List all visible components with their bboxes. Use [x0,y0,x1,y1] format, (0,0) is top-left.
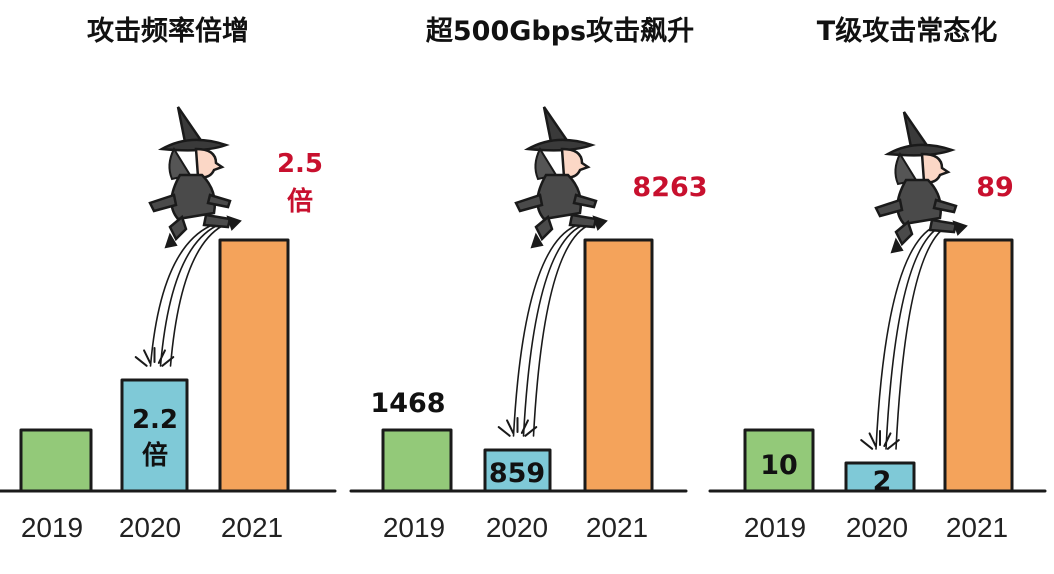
bar-2021 [943,238,1014,493]
tick-label-2020: 2020 [486,512,548,543]
jump-trail [885,225,942,450]
tick-label-2021: 2021 [946,512,1008,543]
jump-trail [532,225,588,437]
jump-trail [522,225,582,437]
data-label-2019: 10 [760,450,798,481]
bar-2020 [120,378,189,493]
witch-illustration [148,106,242,249]
tick-label-2019: 2019 [21,512,83,543]
bar-2019 [19,428,93,493]
data-label-2020: 2.2 倍 [132,405,178,471]
data-label-2020: 859 [489,458,545,489]
chart-title: 超500Gbps攻击飙升 [426,16,694,47]
bar-2020 [844,461,916,493]
bar-2020 [483,448,552,493]
tick-label-2019: 2019 [744,512,806,543]
chart-title: 攻击频率倍增 [87,15,249,47]
tick-label-2021: 2021 [586,512,648,543]
jump-trail [169,225,223,367]
data-label-2021: 8263 [632,172,707,203]
impact-mark [143,349,152,364]
bar-2021 [218,238,290,493]
bar-2021 [583,238,654,493]
annotation-label: 2.5 倍 [277,149,323,217]
data-label-2019: 1468 [370,388,445,419]
tick-label-2019: 2019 [383,512,445,543]
impact-mark [520,419,529,434]
jump-trail [512,225,576,437]
tick-label-2020: 2020 [119,512,181,543]
jump-trail [149,225,211,367]
impact-mark [860,439,874,450]
impact-mark [497,426,511,437]
data-label-2021: 89 [976,172,1014,203]
bar-2019 [381,428,453,493]
chart-panel-3: T级攻击常态化 2019 2020 2021 [708,15,1047,543]
chart-title: T级攻击常态化 [817,15,997,47]
impact-mark [134,356,148,367]
witch-illustration [874,111,968,254]
jump-trail [875,225,936,450]
tick-label-2020: 2020 [846,512,908,543]
chart-panel-1: 攻击频率倍增 2019 2020 2021 [0,15,337,543]
tick-label-2021: 2021 [221,512,283,543]
jump-trail [159,225,217,367]
data-label-2020: 2 [873,466,892,497]
impact-mark [883,432,892,447]
jump-trail [895,225,948,450]
witch-illustration [514,106,608,249]
impact-mark [506,419,515,434]
impact-mark [868,432,877,447]
bar-2019 [743,428,815,493]
chart-panel-2: 超500Gbps攻击飙升 2019 2020 2021 [349,16,694,543]
